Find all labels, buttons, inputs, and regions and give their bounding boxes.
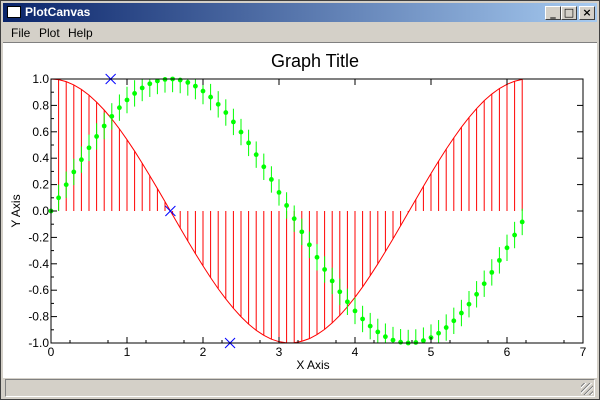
green-data-point [367,323,373,329]
green-data-point [261,164,267,170]
green-data-point [466,301,472,307]
chart-title: Graph Title [271,51,359,71]
green-data-point [390,337,396,343]
minimize-button[interactable]: _ [545,6,561,20]
x-tick-label: 7 [580,345,587,359]
y-tick-label: -0.4 [28,257,49,271]
y-tick-label: 0.6 [32,125,49,139]
green-data-point [215,101,221,107]
green-data-point [413,340,419,345]
plot-canvas[interactable]: Graph Title X Axis Y Axis 0 1 2 3 4 5 6 7 1.0 0.8… [3,42,597,378]
green-data-point [177,77,183,83]
green-data-point [345,299,350,305]
green-data-point [512,232,517,238]
green-data-point [86,145,92,151]
green-data-point [185,80,191,85]
chart: Graph Title X Axis Y Axis 0 1 2 3 4 5 6 7 1.0 0.8… [9,51,587,372]
y-tick-label: 0.4 [32,151,49,165]
menu-help[interactable]: Help [68,26,93,40]
maximize-button[interactable]: □ [561,6,577,20]
green-data-point [497,257,502,263]
menu-bar: File Plot Help [3,23,597,41]
green-data-point [56,195,61,201]
x-tick-label: 5 [428,345,435,359]
y-axis-label: Y Axis [9,194,23,227]
green-data-point [443,325,449,330]
x-tick-label: 6 [504,345,511,359]
green-data-point [291,216,297,222]
y-tick-label: -1.0 [28,336,49,350]
green-data-point [383,334,388,340]
green-data-point [519,219,525,225]
green-data-point [337,289,343,295]
resize-grip[interactable] [581,383,593,395]
green-data-point [246,140,252,146]
blue-x-marker [165,205,176,217]
green-data-point [231,119,236,125]
green-data-point [223,110,229,115]
y-tick-label: 0.2 [32,178,49,192]
x-tick-label: 1 [124,345,131,359]
green-data-point [284,203,289,208]
y-tick-label: -0.2 [28,230,49,244]
green-data-point [322,267,327,272]
green-data-point [352,308,358,314]
green-data-point [269,177,274,182]
green-data-point [276,189,282,195]
green-data-point [436,330,441,336]
green-data-point [307,242,312,248]
x-tick-label: 4 [352,345,359,359]
x-axis-label: X Axis [296,358,329,372]
green-data-point [253,152,259,158]
green-data-point [132,90,138,96]
green-data-point [124,97,130,103]
green-data-point [200,88,206,94]
green-data-point [504,245,510,251]
title-bar[interactable]: PlotCanvas _ □ × [3,3,597,22]
green-data-point [109,113,115,119]
green-data-point [147,81,153,87]
green-data-point [101,123,107,129]
blue-x-marker-stroke [165,205,176,217]
green-data-point [375,329,381,335]
menu-plot[interactable]: Plot [39,26,60,40]
green-data-point [155,78,160,84]
green-data-point [421,338,426,344]
green-data-point [193,83,198,89]
green-data-point [94,134,99,139]
green-data-point [238,129,244,135]
green-data-point [314,254,320,260]
status-bar [5,379,595,397]
green-data-point [329,278,335,284]
y-tick-label: 0.8 [32,98,49,112]
green-data-point [481,281,487,287]
window-icon[interactable] [7,6,21,18]
green-data-point [451,318,457,324]
green-data-point [71,169,77,175]
x-tick-label: 0 [48,345,55,359]
menu-file[interactable]: File [11,26,31,40]
green-data-point [474,291,479,297]
green-data-point [299,229,305,235]
y-tick-label: -0.6 [28,283,49,297]
green-data-point [360,316,365,322]
green-data-point [79,157,84,163]
x-tick-label: 3 [276,345,283,359]
close-button[interactable]: × [579,6,595,20]
green-data-point [489,269,495,275]
green-data-point [117,105,122,111]
green-data-point [208,94,214,100]
x-tick-label: 2 [200,345,207,359]
green-data-point [398,339,403,345]
y-tick-label: -0.8 [28,310,49,324]
green-data-point [63,182,69,188]
green-data-point [459,310,464,316]
y-tick-label: 0.0 [32,204,49,218]
green-data-point [139,85,145,91]
y-tick-label: 1.0 [32,72,49,86]
window-title: PlotCanvas [25,5,91,19]
